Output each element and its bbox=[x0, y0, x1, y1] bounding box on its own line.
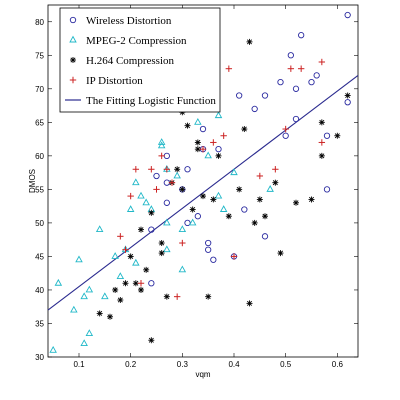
h-264-compression-point bbox=[148, 337, 154, 343]
h-264-compression-point bbox=[216, 153, 222, 159]
h-264-compression-point bbox=[107, 314, 113, 320]
h-264-compression-point bbox=[164, 294, 170, 300]
legend-label-ip-distortion: IP Distortion bbox=[86, 75, 143, 87]
h-264-compression-point bbox=[138, 227, 144, 233]
h-264-compression-point bbox=[123, 280, 129, 286]
legend-label-mpeg-2-compression: MPEG-2 Compression bbox=[86, 35, 187, 47]
h-264-compression-point bbox=[309, 196, 315, 202]
y-tick-label: 70 bbox=[35, 85, 44, 94]
h-264-compression-point bbox=[200, 193, 206, 199]
h-264-compression-point bbox=[272, 180, 278, 186]
h-264-compression-point bbox=[195, 139, 201, 145]
h-264-compression-point bbox=[319, 119, 325, 125]
h-264-compression-point bbox=[278, 250, 284, 256]
h-264-compression-point bbox=[190, 206, 196, 212]
y-tick-label: 30 bbox=[35, 353, 44, 362]
h-264-compression-point bbox=[210, 196, 216, 202]
h-264-compression-point bbox=[159, 250, 165, 256]
y-tick-label: 80 bbox=[35, 18, 44, 27]
h-264-compression-point bbox=[185, 123, 191, 129]
h-264-compression-point bbox=[174, 166, 180, 172]
h-264-compression-point bbox=[148, 210, 154, 216]
h-264-compression-point bbox=[236, 186, 242, 192]
h-264-compression-point bbox=[247, 39, 253, 45]
h-264-compression-point bbox=[257, 196, 263, 202]
y-tick-label: 75 bbox=[35, 51, 44, 60]
legend-label-the-fitting-logistic-function: The Fitting Logistic Function bbox=[86, 95, 216, 107]
h-264-compression-point bbox=[138, 287, 144, 293]
x-tick-label: 0.1 bbox=[73, 360, 85, 369]
y-tick-label: 65 bbox=[35, 118, 44, 127]
y-tick-label: 35 bbox=[35, 319, 44, 328]
x-tick-label: 0.6 bbox=[332, 360, 344, 369]
h-264-compression-point bbox=[345, 93, 351, 99]
h-264-compression-point bbox=[226, 213, 232, 219]
h-264-compression-point bbox=[179, 186, 185, 192]
h-264-compression-point bbox=[241, 126, 247, 132]
h-264-compression-point bbox=[205, 294, 211, 300]
h-264-compression-point bbox=[117, 297, 123, 303]
h-264-compression-point bbox=[334, 133, 340, 139]
h-264-compression-point bbox=[143, 267, 149, 273]
x-tick-label: 0.4 bbox=[228, 360, 240, 369]
legend-label-wireless-distortion: Wireless Distortion bbox=[86, 15, 172, 27]
x-tick-label: 0.2 bbox=[125, 360, 137, 369]
h-264-compression-point bbox=[252, 220, 258, 226]
legend: Wireless Distortion MPEG-2 Compression H.2… bbox=[60, 8, 220, 112]
y-tick-label: 45 bbox=[35, 252, 44, 261]
legend-marker-h-264-compression bbox=[70, 57, 76, 63]
h-264-compression-point bbox=[159, 240, 165, 246]
y-tick-label: 40 bbox=[35, 286, 44, 295]
y-tick-label: 50 bbox=[35, 219, 44, 228]
y-tick-label: 60 bbox=[35, 152, 44, 161]
x-tick-label: 0.5 bbox=[280, 360, 292, 369]
h-264-compression-point bbox=[112, 287, 118, 293]
h-264-compression-point bbox=[319, 153, 325, 159]
legend-label-h-264-compression: H.264 Compression bbox=[86, 55, 175, 67]
h-264-compression-point bbox=[128, 253, 134, 259]
y-axis-title: DMOS bbox=[28, 169, 37, 193]
h-264-compression-point bbox=[97, 310, 103, 316]
h-264-compression-point bbox=[247, 300, 253, 306]
x-tick-label: 0.3 bbox=[177, 360, 189, 369]
h-264-compression-point bbox=[293, 200, 299, 206]
h-264-compression-point bbox=[262, 213, 268, 219]
x-axis-title: vqm bbox=[195, 370, 210, 379]
